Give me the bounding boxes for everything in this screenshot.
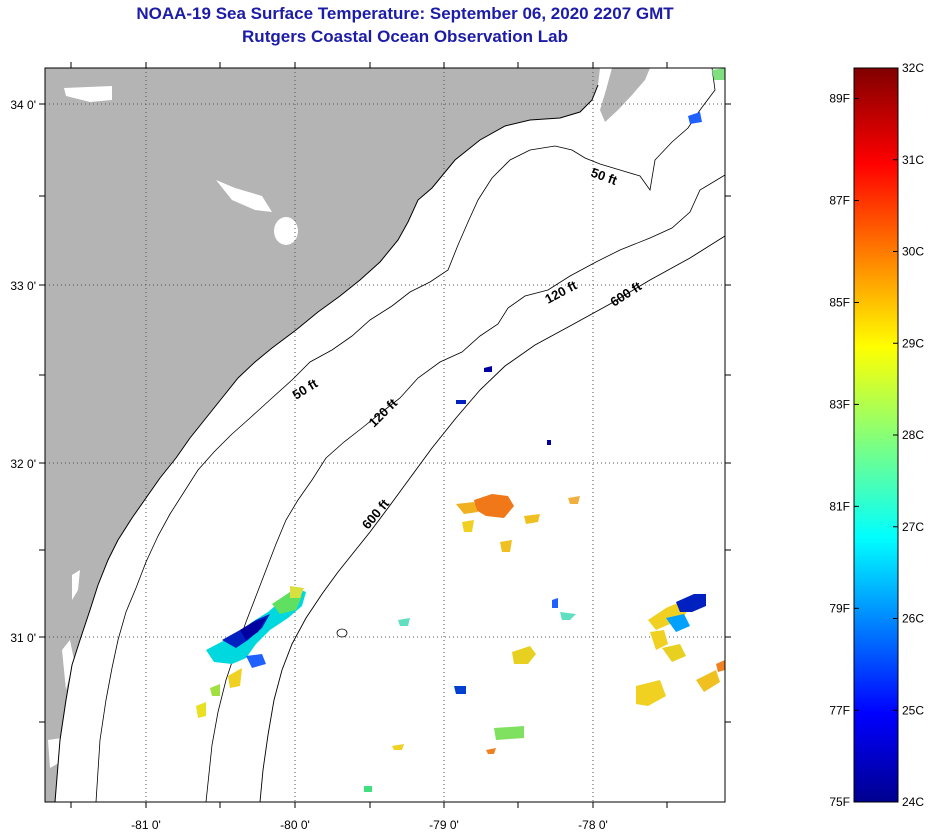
chart-title: NOAA-19 Sea Surface Temperature: Septemb…: [136, 4, 674, 23]
colorbar: 89F 87F 85F 83F 81F 79F 77F 75F 32C 31C 30C 29C 28C…: [829, 61, 924, 809]
chart-subtitle: Rutgers Coastal Ocean Observation Lab: [242, 27, 568, 46]
land-mass: [45, 68, 600, 802]
colorbar-label-c: 30C: [902, 245, 924, 259]
lat-label-33: 33 0': [10, 279, 36, 293]
lon-label-81: -81 0': [131, 818, 161, 832]
isobath-120ft: [205, 174, 725, 802]
colorbar-label-f: 87F: [829, 194, 850, 208]
colorbar-label-c: 25C: [902, 703, 924, 717]
colorbar-label-c: 32C: [902, 61, 924, 75]
colorbar-label-f: 75F: [829, 795, 850, 809]
coastline: [54, 84, 599, 802]
colorbar-f-ticks: [854, 98, 859, 803]
lat-label-31: 31 0': [10, 631, 36, 645]
lat-label-32: 32 0': [10, 457, 36, 471]
colorbar-label-f: 89F: [829, 92, 850, 106]
colorbar-label-f: 85F: [829, 295, 850, 309]
colorbar-label-c: 24C: [902, 795, 924, 809]
colorbar-label-c: 31C: [902, 153, 924, 167]
colorbar-label-c: 26C: [902, 612, 924, 626]
graticule: [45, 68, 725, 802]
colorbar-label-f: 79F: [829, 601, 850, 615]
lon-label-79: -79 0': [429, 818, 459, 832]
colorbar-gradient: [853, 67, 899, 803]
lat-label-34: 34 0': [10, 98, 36, 112]
isobath-600ft: [259, 235, 725, 802]
sst-patches: [196, 68, 725, 792]
lakes: [48, 86, 298, 768]
map-border: [44, 67, 726, 803]
map-panel: 50 ft 120 ft 600 ft 50 ft 120 ft 600 ft: [10, 62, 731, 832]
lon-label-78: -78 0': [578, 818, 608, 832]
colorbar-label-c: 27C: [902, 520, 924, 534]
colorbar-label-c: 29C: [902, 336, 924, 350]
colorbar-label-f: 77F: [829, 703, 850, 717]
lon-label-80: -80 0': [280, 818, 310, 832]
axis-ticks: [39, 62, 731, 808]
colorbar-label-f: 83F: [829, 397, 850, 411]
isobath-50ft: [95, 68, 716, 802]
colorbar-label-c: 28C: [902, 428, 924, 442]
colorbar-label-f: 81F: [829, 499, 850, 513]
land-mass-northeast: [600, 68, 650, 122]
colorbar-c-ticks: [893, 67, 898, 803]
